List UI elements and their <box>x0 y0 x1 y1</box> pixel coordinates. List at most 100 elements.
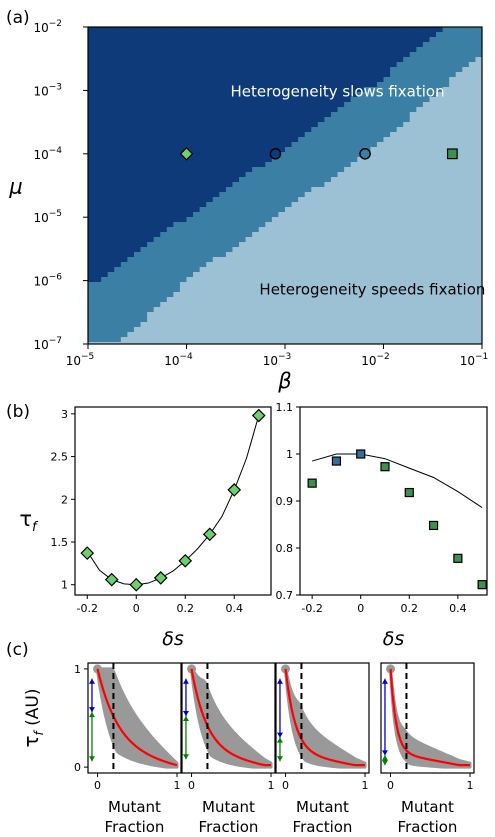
lower-range-arrow-head-top <box>89 712 95 717</box>
y-tick-label: 1.5 <box>51 536 69 549</box>
plot-frame <box>300 407 487 595</box>
x-tick-label: 0 <box>133 602 140 615</box>
region-annotation: Heterogeneity slows fixation <box>231 83 445 101</box>
x-tick-label: 0.4 <box>226 602 244 615</box>
heatmap-panel: Heterogeneity slows fixation Heterogeneit… <box>8 19 488 393</box>
y-tick-label: 0 <box>74 761 81 774</box>
distribution-panel: 0 1 Mutant Fraction 0 1 <box>74 663 181 836</box>
marker-circle <box>360 149 370 159</box>
x-tick-label: 10−3 <box>263 352 292 368</box>
data-point <box>405 489 413 497</box>
y-tick-label: 0.8 <box>276 542 294 555</box>
y-tick-label: 10−4 <box>33 146 62 162</box>
fit-curve <box>87 416 259 585</box>
data-point <box>357 450 365 458</box>
lower-range-arrow-head-bottom <box>277 756 283 761</box>
lower-range-arrow-head-bottom <box>382 760 388 765</box>
x-tick-label: -0.2 <box>77 602 98 615</box>
x-tick-label: 0.2 <box>401 602 419 615</box>
x-tick-label: 0 <box>188 779 195 792</box>
data-point <box>381 463 389 471</box>
x-axis-label-line2: Fraction <box>293 818 353 836</box>
y-tick-label: 10−7 <box>33 336 62 352</box>
x-axis-label-line1: Mutant <box>296 798 349 816</box>
marker-circle <box>270 149 280 159</box>
distribution-panel: 0 1 Mutant Fraction <box>276 663 369 836</box>
lower-range-arrow-head-bottom <box>183 754 189 759</box>
x-tick-label: -0.2 <box>301 602 322 615</box>
lower-range-arrow-head-top <box>183 716 189 721</box>
upper-range-arrow-head-top <box>382 679 388 684</box>
y-tick-label: 1 <box>61 579 68 592</box>
upper-range-arrow-head-bottom <box>89 707 95 712</box>
variance-band <box>391 669 470 767</box>
panel-label-c: (c) <box>6 640 29 660</box>
data-point <box>454 554 462 562</box>
x-tick-label: 10−2 <box>361 352 390 368</box>
data-point <box>228 484 240 496</box>
upper-range-arrow-head-bottom <box>277 733 283 738</box>
x-tick-label: 10−4 <box>164 352 193 368</box>
lower-range-arrow-head-top <box>277 738 283 743</box>
x-axis-label-line1: Mutant <box>202 798 255 816</box>
y-tick-label: 10−5 <box>33 209 62 225</box>
lower-range-arrow-head-top <box>382 755 388 760</box>
data-point <box>332 457 340 465</box>
data-point <box>204 528 216 540</box>
x-tick-label: 1 <box>467 779 474 792</box>
data-point <box>253 410 265 422</box>
data-point <box>430 521 438 529</box>
x-axis-label-line1: Mutant <box>401 798 454 816</box>
x-axis-label-line2: Fraction <box>105 818 165 836</box>
distribution-panel: 0 1 Mutant Fraction <box>182 663 275 836</box>
variance-band <box>98 669 177 767</box>
x-tick-label: 1 <box>362 779 369 792</box>
panel-label-a: (a) <box>6 8 30 28</box>
y-tick-label: 2 <box>61 493 68 506</box>
panel-label-b: (b) <box>6 402 30 422</box>
x-tick-label: 0 <box>94 779 101 792</box>
scatter-panel-left: -0.2 0 0.2 0.4 1 1.5 2 2.5 3 δs τf <box>19 407 271 650</box>
distribution-panel: 0 1 Mutant Fraction <box>381 663 474 836</box>
x-tick-label: 0 <box>357 602 364 615</box>
x-axis-label: δs <box>383 628 405 650</box>
y-axis-label: τf <box>19 507 39 535</box>
y-tick-label: 0.9 <box>276 495 294 508</box>
x-axis-label-line2: Fraction <box>398 818 458 836</box>
lower-range-arrow-head-bottom <box>89 756 95 761</box>
upper-range-arrow-head-bottom <box>183 711 189 716</box>
plot-frame <box>75 407 271 595</box>
x-tick-label: 10−1 <box>460 352 489 368</box>
x-axis-label: δs <box>162 628 184 650</box>
y-tick-label: 0.7 <box>276 589 294 602</box>
x-tick-label: 0 <box>282 779 289 792</box>
y-tick-label: 2.5 <box>51 451 69 464</box>
data-point <box>106 574 118 586</box>
x-tick-label: 1 <box>268 779 275 792</box>
x-axis-label-line2: Fraction <box>199 818 259 836</box>
upper-range-arrow-head-top <box>183 679 189 684</box>
variance-band <box>286 669 365 767</box>
y-tick-label: 10−2 <box>33 19 62 35</box>
upper-range-arrow-head-bottom <box>382 750 388 755</box>
upper-range-arrow-head-top <box>89 679 95 684</box>
x-tick-label: 0 <box>387 779 394 792</box>
x-tick-label: 1 <box>174 779 181 792</box>
x-axis-label-line1: Mutant <box>108 798 161 816</box>
y-tick-label: 1.1 <box>276 401 294 414</box>
x-tick-label: 0.2 <box>177 602 195 615</box>
y-axis-label: τf (AU) <box>19 688 46 747</box>
x-axis-label: β <box>277 369 291 393</box>
y-tick-label: 1 <box>74 663 81 676</box>
x-tick-label: 10−5 <box>66 352 95 368</box>
region-annotation: Heterogeneity speeds fixation <box>259 281 485 299</box>
y-tick-label: 10−3 <box>33 82 62 98</box>
data-point <box>155 572 167 584</box>
data-point <box>478 581 486 589</box>
y-tick-label: 10−6 <box>33 273 62 289</box>
data-point <box>308 479 316 487</box>
y-tick-label: 3 <box>61 408 68 421</box>
data-point <box>130 579 142 591</box>
y-tick-label: 1 <box>286 448 293 461</box>
